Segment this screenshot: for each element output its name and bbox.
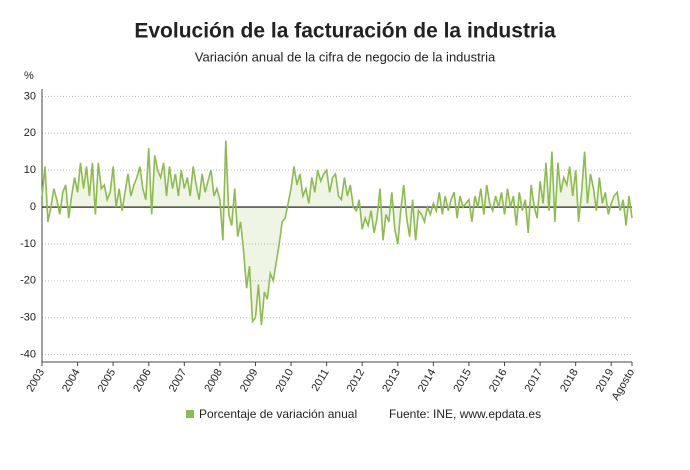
x-tick-label: 2011 xyxy=(310,367,332,393)
x-tick-label: 2015 xyxy=(451,367,474,394)
x-tick-label: 2005 xyxy=(96,367,119,394)
chart-title: Evolución de la facturación de la indust… xyxy=(134,20,556,43)
x-tick-label: 2013 xyxy=(380,367,403,394)
legend-label: Porcentaje de variación anual xyxy=(199,407,357,421)
y-tick-label: 20 xyxy=(24,127,36,139)
x-tick-label: 2003 xyxy=(24,367,47,394)
legend-swatch xyxy=(186,410,194,418)
y-tick-label: 10 xyxy=(24,164,36,176)
x-tick-label: 2009 xyxy=(238,367,261,394)
x-tick-label: 2006 xyxy=(131,367,154,394)
y-tick-label: 0 xyxy=(30,201,36,213)
source: Fuente: INE, www.epdata.es xyxy=(389,407,541,421)
y-tick-label: -30 xyxy=(20,312,36,324)
chart-subtitle: Variación anual de la cifra de negocio d… xyxy=(195,49,496,64)
x-tick-label: 2012 xyxy=(345,367,368,394)
y-tick-label: -10 xyxy=(20,238,36,250)
x-tick-label: 2014 xyxy=(416,367,439,394)
x-tick-label: 2004 xyxy=(60,367,83,394)
y-unit: % xyxy=(24,70,34,82)
x-tick-label: 2008 xyxy=(202,367,225,394)
y-tick-label: 30 xyxy=(24,90,36,102)
line xyxy=(41,140,633,326)
y-tick-label: -40 xyxy=(20,349,36,361)
x-tick-label: 2007 xyxy=(167,367,190,394)
x-tick-label: 2018 xyxy=(558,367,581,394)
y-tick-label: -20 xyxy=(20,275,36,287)
area xyxy=(42,140,632,326)
x-tick-label: 2010 xyxy=(274,367,297,394)
x-tick-label: 2017 xyxy=(523,367,546,394)
x-tick-label: 2016 xyxy=(487,367,510,394)
